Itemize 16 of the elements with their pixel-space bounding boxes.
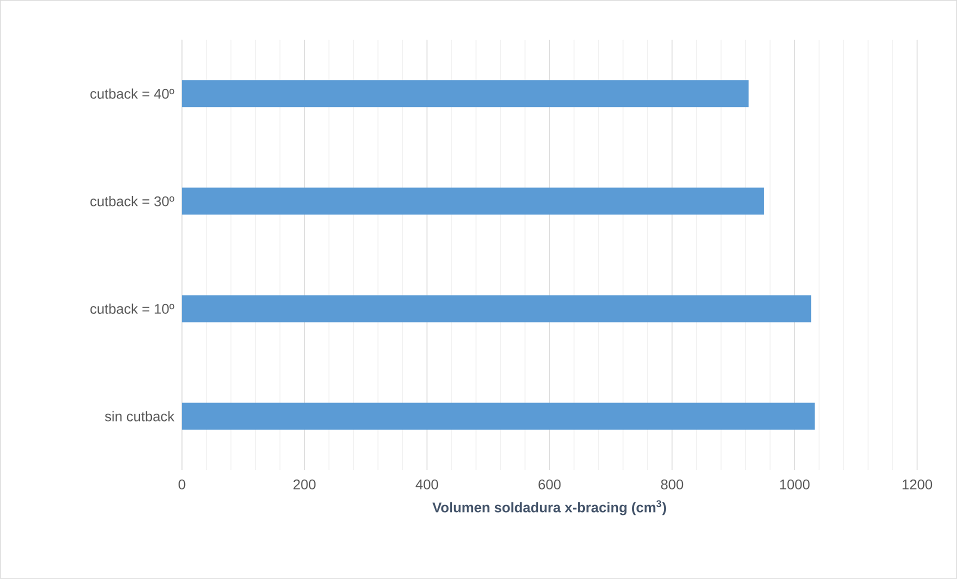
x-tick-label: 1200	[902, 480, 932, 490]
y-tick-label: cutback = 40º	[90, 88, 174, 99]
y-tick-label: cutback = 30º	[90, 196, 174, 206]
bar	[182, 80, 749, 108]
x-axis-title: Volumen soldadura x-bracing (cm$^{3}$)	[432, 500, 666, 516]
bar	[182, 295, 812, 322]
x-tick-label: 800	[661, 480, 684, 490]
x-tick-label: 400	[416, 480, 438, 490]
y-tick-label: cutback = 10º	[90, 304, 174, 314]
y-tick-label: sin cutback	[105, 411, 174, 422]
bar	[182, 188, 764, 215]
x-tick-label: 200	[294, 480, 316, 490]
x-tick-label: 1000	[780, 480, 810, 490]
x-tick-label: 600	[538, 480, 561, 490]
x-tick-label: 0	[178, 480, 186, 490]
bar	[182, 402, 815, 430]
